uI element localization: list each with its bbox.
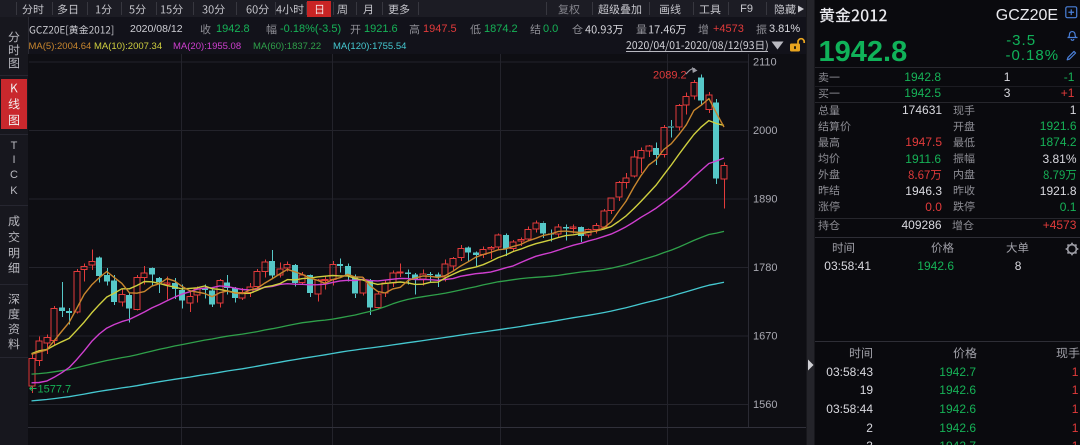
svg-text:1670: 1670 [753, 330, 777, 342]
svg-text:1890: 1890 [753, 193, 777, 205]
svg-text:1577.7: 1577.7 [38, 384, 72, 396]
svg-text:1780: 1780 [753, 262, 777, 274]
svg-text:1560: 1560 [753, 399, 777, 411]
svg-text:2110: 2110 [753, 56, 777, 68]
svg-text:2089.2: 2089.2 [653, 70, 687, 82]
svg-text:2000: 2000 [753, 125, 777, 137]
